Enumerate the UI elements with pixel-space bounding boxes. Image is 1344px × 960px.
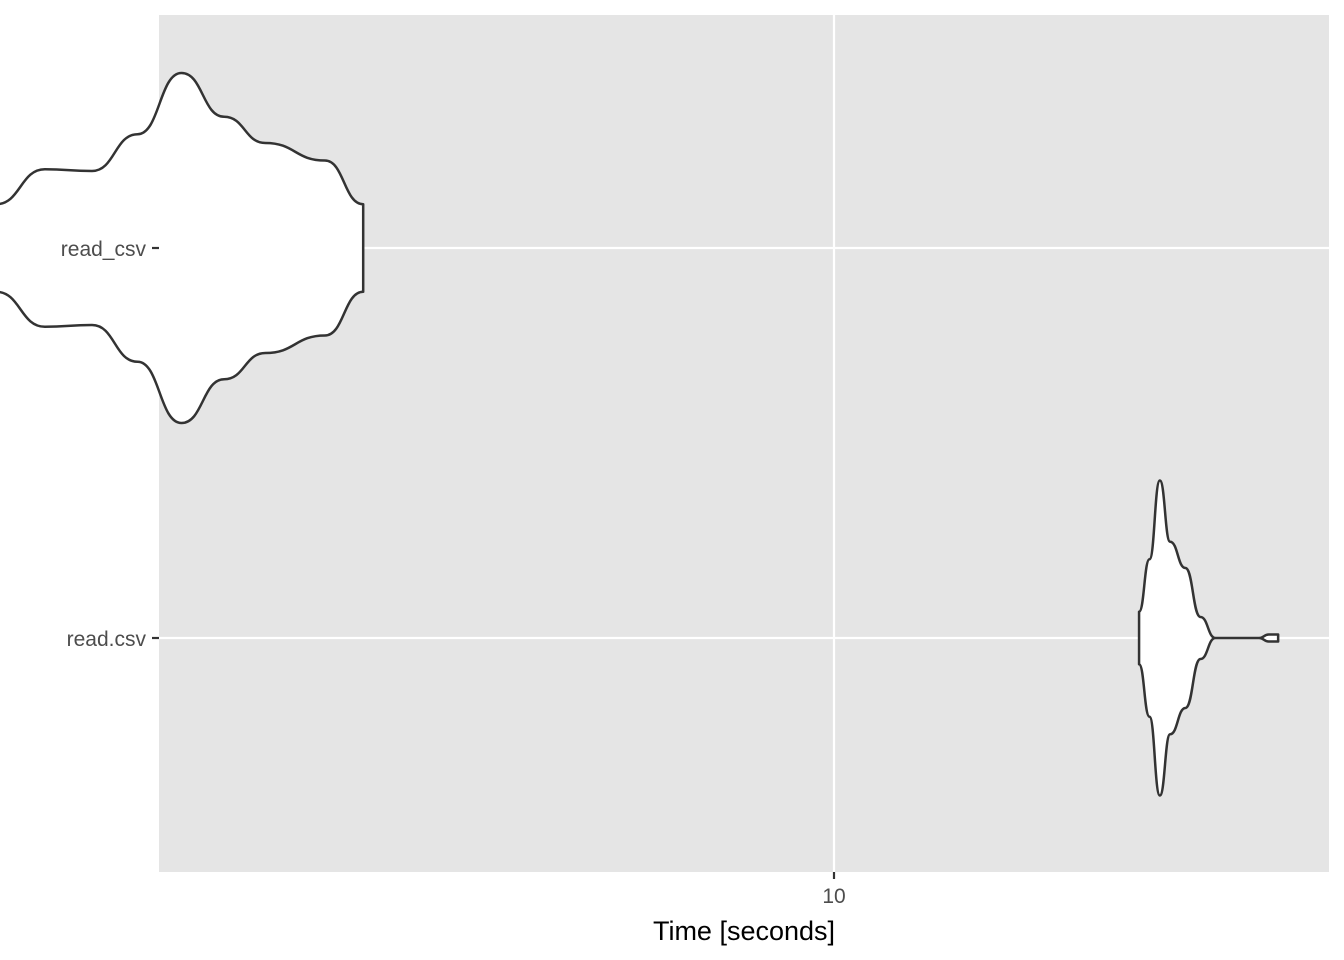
- y-axis: read_csv read.csv: [61, 238, 159, 651]
- violin-read-csv: [1137, 479, 1280, 797]
- y-tick-label: read.csv: [67, 628, 147, 651]
- violin-read-csv: [0, 71, 365, 425]
- y-tick-label: read_csv: [61, 238, 147, 261]
- x-axis: 10: [822, 872, 846, 908]
- violins: [0, 71, 1280, 797]
- x-axis-title: Time [seconds]: [653, 916, 835, 946]
- x-tick-label: 10: [822, 885, 845, 908]
- plot-panel: [159, 15, 1329, 872]
